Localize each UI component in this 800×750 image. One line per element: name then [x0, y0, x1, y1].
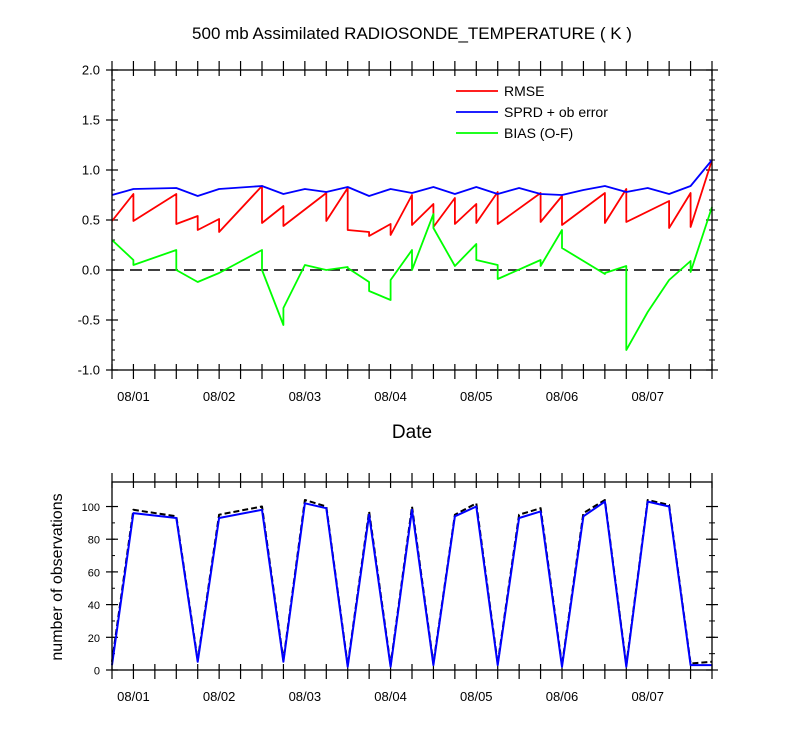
- obs-count-solid-line: [111, 500, 712, 668]
- x-tick-label: 08/01: [117, 389, 150, 404]
- bottom-axis-ticks: [106, 473, 718, 679]
- x-tick-label: 08/03: [289, 389, 322, 404]
- x-tick-label: 08/06: [546, 389, 579, 404]
- y-tick-label: 1.0: [82, 163, 100, 178]
- chart-title: 500 mb Assimilated RADIOSONDE_TEMPERATUR…: [192, 24, 632, 43]
- x-tick-label: 08/04: [374, 389, 407, 404]
- y-tick-label: 2.0: [82, 63, 100, 78]
- top-plot-frame: [111, 69, 713, 371]
- top-chart: 500 mb Assimilated RADIOSONDE_TEMPERATUR…: [78, 24, 718, 443]
- y-tick-label: -1.0: [78, 363, 100, 378]
- bottom-series-lines: [111, 499, 713, 668]
- top-y-tick-labels: -1.0 -0.5 0.0 0.5 1.0 1.5 2.0: [78, 63, 100, 378]
- y-tick-label: -0.5: [78, 313, 100, 328]
- x-tick-label: 08/02: [203, 689, 236, 704]
- x-tick-label: 08/07: [631, 389, 664, 404]
- legend-label: SPRD + ob error: [504, 104, 608, 120]
- y-tick-label: 1.5: [82, 113, 100, 128]
- y-tick-label: 0.0: [82, 263, 100, 278]
- y-tick-label: 20: [88, 633, 100, 645]
- rmse-line: [111, 159, 713, 237]
- x-axis-label: Date: [392, 422, 432, 443]
- y-tick-label: 0: [94, 666, 100, 678]
- bottom-plot-frame: [111, 481, 713, 671]
- x-tick-label: 08/05: [460, 389, 493, 404]
- legend-label: BIAS (O-F): [504, 125, 573, 141]
- x-tick-label: 08/03: [289, 689, 322, 704]
- legend-item-sprd: SPRD + ob error: [456, 104, 608, 120]
- top-x-tick-labels: 08/01 08/02 08/03 08/04 08/05 08/06 08/07: [117, 389, 664, 404]
- x-tick-label: 08/07: [631, 689, 664, 704]
- legend-item-rmse: RMSE: [456, 83, 544, 99]
- x-tick-label: 08/01: [117, 689, 150, 704]
- y-tick-label: 60: [88, 567, 100, 579]
- legend: RMSE SPRD + ob error BIAS (O-F): [456, 83, 608, 141]
- y-axis-label: number of observations: [49, 493, 66, 660]
- bottom-x-tick-labels: 08/01 08/02 08/03 08/04 08/05 08/06 08/07: [117, 689, 664, 704]
- bottom-y-tick-labels: 0 20 40 60 80 100: [82, 502, 100, 677]
- legend-item-bias: BIAS (O-F): [456, 125, 573, 141]
- bias-line: [111, 206, 713, 351]
- legend-label: RMSE: [504, 83, 544, 99]
- x-tick-label: 08/02: [203, 389, 236, 404]
- y-tick-label: 80: [88, 535, 100, 547]
- x-tick-label: 08/06: [546, 689, 579, 704]
- top-series-lines: [111, 159, 713, 351]
- x-tick-label: 08/04: [374, 689, 407, 704]
- y-tick-label: 100: [82, 502, 100, 514]
- y-tick-label: 40: [88, 600, 100, 612]
- sprd-ob-error-line: [111, 159, 713, 197]
- y-tick-label: 0.5: [82, 213, 100, 228]
- x-tick-label: 08/05: [460, 689, 493, 704]
